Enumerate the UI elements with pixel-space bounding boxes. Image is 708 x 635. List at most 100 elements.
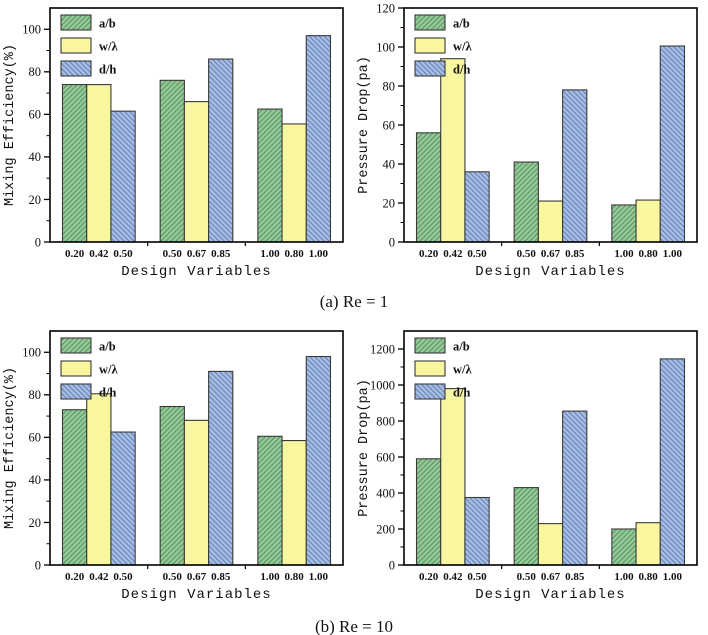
y-tick-label: 20: [29, 193, 42, 207]
caption-re10: (b) Re = 10: [314, 617, 394, 635]
x-tick-label: 0.67: [541, 248, 561, 260]
legend-label: d/h: [453, 63, 470, 77]
legend-swatch: [61, 38, 91, 53]
y-tick-label: 1200: [370, 342, 395, 356]
y-axis: 0 20 40 60 80 100: [22, 346, 50, 572]
legend-label: w/λ: [453, 40, 473, 54]
x-tick-label: 1.00: [614, 248, 634, 260]
legend-label: d/h: [99, 63, 116, 77]
x-tick-label: 0.50: [467, 248, 487, 260]
x-tick-label: 0.85: [565, 248, 585, 260]
x-tick-label: 1.00: [663, 571, 683, 583]
x-axis-label: Design Variables: [475, 264, 625, 280]
x-tick-label: 1.00: [260, 248, 280, 260]
y-tick-label: 20: [29, 516, 42, 530]
chart-pressure-drop-re10: 0.20 0.42 0.50 0.50 0.67 0.85 1.00 0.80 1.00 0 200…: [354, 317, 708, 614]
plot-box: [49, 7, 344, 243]
y-tick-label: 0: [35, 235, 41, 249]
x-tick-label: 1.00: [309, 248, 329, 260]
x-tick-label: 0.20: [419, 571, 439, 583]
x-tick-label: 0.80: [285, 248, 305, 260]
legend-label: d/h: [99, 386, 116, 400]
y-tick-label: 40: [29, 150, 42, 164]
y-tick-label: 120: [376, 2, 395, 15]
bar-chart-svg-mixing-efficiency-re1: 0.20 0.42 0.50 0.50 0.67 0.85 1.00 0.80 1.00 0 20 4…: [3, 7, 344, 280]
bar-chart-svg-mixing-efficiency-re10: 0.20 0.42 0.50 0.50 0.67 0.85 1.00 0.80 1.00 0 20 4…: [3, 330, 344, 603]
legend: a/b w/λ d/h: [60, 14, 119, 77]
x-tick-label: 0.50: [113, 248, 133, 260]
bar: [86, 84, 111, 242]
chart-mixing-efficiency-re1: 0.20 0.42 0.50 0.50 0.67 0.85 1.00 0.80 1.00 0 20 4…: [0, 2, 354, 291]
x-tick-label: 0.67: [187, 571, 207, 583]
y-tick-label: 100: [22, 346, 41, 360]
y-tick-label: 600: [376, 450, 395, 464]
x-tick-label: 0.20: [65, 248, 85, 260]
bar: [86, 393, 111, 565]
legend: a/b w/λ d/h: [414, 337, 473, 400]
bar: [184, 420, 209, 565]
y-tick-label: 100: [22, 23, 41, 37]
bars: [415, 358, 686, 566]
x-tick-label: 0.85: [565, 571, 585, 583]
x-tick-label: 0.42: [443, 571, 463, 583]
x-axis-label: Design Variables: [121, 264, 271, 280]
x-tick-label: 0.67: [187, 248, 207, 260]
y-tick-label: 0: [389, 558, 395, 572]
x-tick-label: 0.42: [89, 571, 109, 583]
y-axis: 0 20 40 60 80 100: [22, 23, 50, 249]
y-tick-label: 40: [29, 473, 42, 487]
y-tick-label: 0: [35, 558, 41, 572]
legend-swatch: [415, 38, 445, 53]
x-tick-label: 0.50: [113, 571, 133, 583]
x-tick-label: 0.20: [65, 571, 85, 583]
bar: [636, 200, 661, 242]
legend-swatch: [61, 361, 91, 376]
chart-pressure-drop-re1: 0.20 0.42 0.50 0.50 0.67 0.85 1.00 0.80 1.00 0 20 4…: [354, 2, 708, 291]
plot-box: [49, 330, 344, 566]
legend-label: a/b: [453, 17, 470, 31]
legend-swatch: [415, 361, 445, 376]
x-tick-label: 0.50: [517, 248, 537, 260]
plot-box: [403, 330, 698, 566]
bar: [440, 58, 465, 243]
y-tick-label: 400: [376, 486, 395, 500]
y-tick-label: 80: [383, 79, 396, 93]
bar: [636, 522, 661, 565]
bar: [538, 523, 563, 565]
x-tick-label: 0.50: [467, 571, 487, 583]
y-axis-label: Mixing Efficiency(%): [3, 44, 18, 206]
y-tick-label: 40: [383, 157, 396, 171]
y-axis-label: Pressure Drop(pa): [357, 56, 372, 194]
x-tick-label: 0.50: [163, 248, 183, 260]
x-axis-label: Design Variables: [475, 587, 625, 603]
bars: [415, 45, 686, 243]
x-tick-label: 0.50: [163, 571, 183, 583]
legend-label: a/b: [453, 340, 470, 354]
x-tick-label: 0.20: [419, 248, 439, 260]
legend: a/b w/λ d/h: [414, 14, 473, 77]
y-axis: 0 200 400 600 800 1000 1200: [370, 342, 404, 572]
y-axis: 0 20 40 60 80 100 120: [376, 2, 404, 249]
bar: [282, 440, 307, 565]
y-tick-label: 80: [29, 65, 42, 79]
legend-label: a/b: [99, 340, 116, 354]
legend-label: d/h: [453, 386, 470, 400]
x-tick-label: 1.00: [309, 571, 329, 583]
bars: [61, 355, 332, 566]
x-tick-label: 0.42: [89, 248, 109, 260]
chart-mixing-efficiency-re10: 0.20 0.42 0.50 0.50 0.67 0.85 1.00 0.80 1.00 0 20 4…: [0, 317, 354, 614]
x-tick-label: 0.85: [211, 248, 231, 260]
x-tick-label: 1.00: [614, 571, 634, 583]
x-axis-label: Design Variables: [121, 587, 271, 603]
bar-chart-svg-pressure-drop-re1: 0.20 0.42 0.50 0.50 0.67 0.85 1.00 0.80 1.00 0 20 4…: [357, 2, 698, 280]
caption-re1: (a) Re = 1: [319, 292, 389, 311]
bar: [282, 123, 307, 242]
y-tick-label: 60: [29, 431, 42, 445]
bar: [440, 388, 465, 565]
y-tick-label: 20: [383, 196, 396, 210]
y-tick-label: 60: [29, 108, 42, 122]
y-tick-label: 80: [29, 388, 42, 402]
y-tick-label: 200: [376, 522, 395, 536]
